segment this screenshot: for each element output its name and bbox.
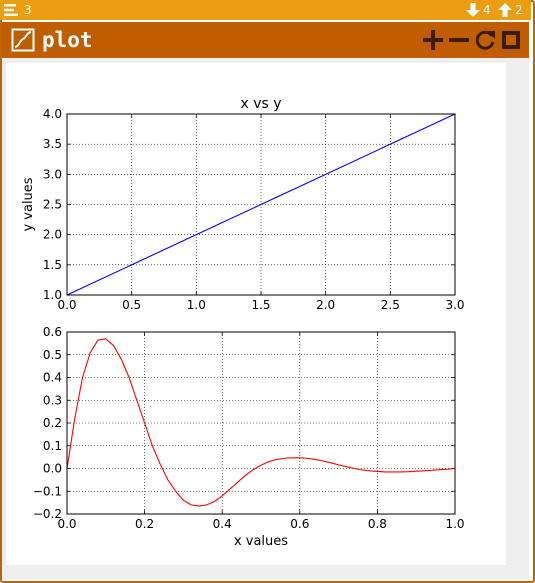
axes-frame — [66, 331, 456, 515]
x-tick-label: 3.0 — [445, 298, 464, 312]
x-tick-label: 0.0 — [57, 517, 76, 531]
chart-2: 0.0 0.2 0.4 0.6 0.8 1.0 −0.2 −0.1 0.0 0.1 0.2 0.3 0.… — [33, 325, 465, 549]
series-line-1 — [66, 338, 456, 507]
chart-1: 0.0 0.5 1.0 1.5 2.0 2.5 3.0 1.0 1.5 2.0 2.5 3.0 3.5 4… — [21, 96, 465, 312]
upload-count: 2 — [515, 3, 523, 17]
plot-figure: 0.0 0.5 1.0 1.5 2.0 2.5 3.0 1.0 1.5 2.0 2.5 3.0 3.5 4… — [21, 96, 465, 549]
window-title-bar: plot — [2, 22, 529, 58]
plot-panel: 0.0 0.5 1.0 1.5 2.0 2.5 3.0 1.0 1.5 2.0 2.5 3.0 3.5 4… — [2, 58, 529, 579]
arrow-up-icon[interactable] — [497, 2, 513, 18]
arrow-down-icon[interactable] — [465, 2, 481, 18]
stop-icon[interactable] — [500, 29, 522, 51]
y-tick-label: 0.1 — [43, 439, 62, 453]
x-tick-label: 0.6 — [290, 517, 309, 531]
x-tick-label: 1.0 — [187, 298, 206, 312]
x-tick-label: 2.0 — [316, 298, 335, 312]
y-tick-label: 0.5 — [43, 348, 62, 362]
y-tick-label: 0.2 — [43, 416, 62, 430]
y-tick-label: 1.0 — [43, 288, 62, 302]
axes-frame — [66, 113, 456, 296]
window-title: plot — [42, 28, 93, 52]
plot-icon — [11, 28, 35, 52]
y-tick-label: 4.0 — [43, 107, 62, 121]
chart-title: x vs y — [240, 96, 281, 112]
hamburger-icon[interactable] — [3, 3, 21, 17]
minus-icon[interactable] — [448, 29, 470, 51]
x-tick-label: 0.5 — [122, 298, 141, 312]
x-axis-label: x values — [234, 534, 288, 549]
y-tick-label: 2.0 — [43, 228, 62, 242]
plus-icon[interactable] — [422, 29, 444, 51]
x-tick-label: 0.4 — [213, 517, 232, 531]
y-tick-label: 0.6 — [43, 325, 62, 339]
top-status-bar: 3 4 2 — [0, 0, 531, 20]
x-tick-label: 2.5 — [381, 298, 400, 312]
y-tick-label: −0.1 — [33, 484, 62, 498]
y-axis-label: y values — [21, 177, 36, 231]
x-tick-label: 0.0 — [57, 298, 76, 312]
x-tick-label: 1.5 — [251, 298, 270, 312]
y-tick-label: −0.2 — [33, 507, 62, 521]
series-line-1 — [66, 113, 456, 296]
download-count: 4 — [483, 3, 491, 17]
plot-canvas[interactable]: 0.0 0.5 1.0 1.5 2.0 2.5 3.0 1.0 1.5 2.0 2.5 3.0 3.5 4… — [6, 63, 506, 565]
y-tick-label: 0.0 — [43, 462, 62, 476]
x-tick-label: 0.8 — [368, 517, 387, 531]
y-tick-label: 0.3 — [43, 393, 62, 407]
x-tick-label: 0.2 — [135, 517, 154, 531]
y-tick-label: 1.5 — [43, 258, 62, 272]
y-tick-label: 2.5 — [43, 198, 62, 212]
x-tick-label: 1.0 — [445, 517, 464, 531]
refresh-icon[interactable] — [474, 29, 496, 51]
notification-count: 3 — [24, 3, 32, 17]
y-tick-label: 0.4 — [43, 371, 62, 385]
y-tick-label: 3.5 — [43, 137, 62, 151]
y-tick-label: 3.0 — [43, 167, 62, 181]
